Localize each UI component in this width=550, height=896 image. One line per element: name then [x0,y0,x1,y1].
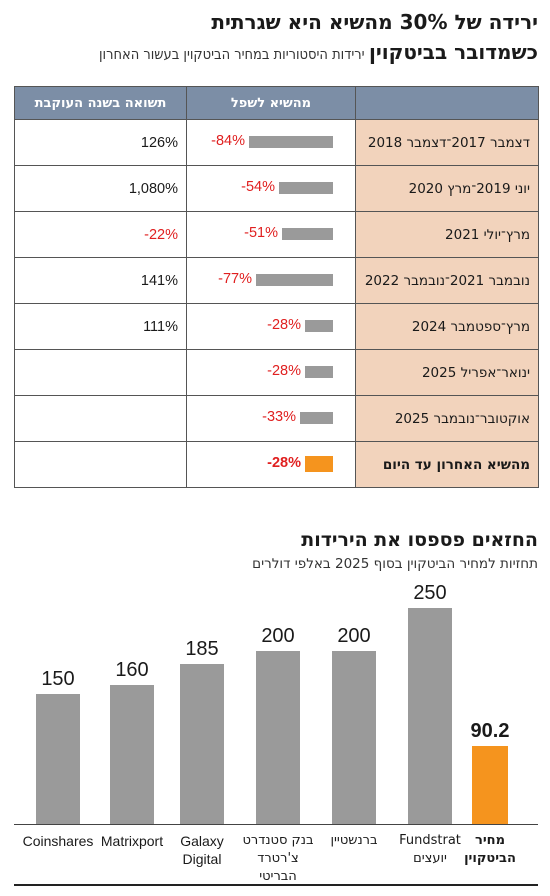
recovery-value: -22% [14,211,187,258]
drawdown-cell: -33% [186,395,356,442]
forecast-category-label: Matrixport [100,833,164,849]
forecast-value-label: 150 [41,668,75,691]
period-label: מהשיא האחרון עד היום [355,441,539,488]
forecast-bar [180,663,224,824]
forecast-value-label: 160 [115,659,149,682]
recovery-value: 111% [14,303,187,350]
period-label: אוקטובר־נובמבר 2025 [355,395,539,442]
drawdown-bar [300,412,333,424]
bottom-rule [14,884,538,886]
recovery-value: 1,080% [14,165,187,212]
drawdown-label: -51% [244,225,278,241]
period-label: נובמבר 2021־נובמבר 2022 [355,257,539,304]
recovery-value: 141% [14,257,187,304]
table-row: 111% -28% מרץ־ספטמבר 2024 [14,303,539,350]
forecast-bar [256,650,300,824]
table-row: 1,080% -54% יוני 2019־מרץ 2020 [14,165,539,212]
period-label: דצמבר 2017־דצמבר 2018 [355,119,539,166]
drawdown-cell: -28% [186,303,356,350]
forecast-value-label: 200 [337,624,371,647]
drawdown-cell: -84% [186,119,356,166]
forecast-bar [110,685,154,824]
forecast-value-label: 90.2 [470,719,510,742]
forecast-bar [408,607,452,824]
drawdown-cell: -28% [186,349,356,396]
forecast-subtitle: תחזיות למחיר הביטקוין בסוף 2025 באלפי דו… [252,556,538,572]
col-header-recovery: תשואה בשנה העוקבת [14,86,187,120]
drawdown-label: -33% [262,409,296,425]
drawdown-cell: -54% [186,165,356,212]
recovery-value: 126% [14,119,187,166]
drawdown-cell: -28% [186,441,356,488]
drawdown-cell: -51% [186,211,356,258]
drawdown-cell: -77% [186,257,356,304]
page-title: ירידה של 30% מהשיא היא שגרתית [211,10,538,34]
drawdown-bar [249,136,333,148]
recovery-value [14,349,187,396]
forecast-value-label: 185 [185,637,219,660]
forecast-category-label: מחיר הביטקוין [464,833,516,866]
forecast-category-label: Galaxy Digital [180,833,224,867]
forecast-title: החזאים פספסו את הירידות [301,529,538,551]
table-row: 126% -84% דצמבר 2017־דצמבר 2018 [14,119,539,166]
forecast-bar [332,650,376,824]
drawdown-label: -28% [267,455,301,471]
forecast-category-label: ברנשטיין [330,833,378,848]
table-row: 141% -77% נובמבר 2021־נובמבר 2022 [14,257,539,304]
forecast-bar [36,694,80,824]
subtitle-normal: ירידות היסטוריות במחיר הביטקוין בעשור הא… [99,47,365,63]
recovery-value [14,441,187,488]
table-header-row: תשואה בשנה העוקבת מהשיא לשפל [14,86,539,120]
drawdown-bar [305,366,333,378]
table-row: -28% מהשיא האחרון עד היום [14,441,539,488]
x-axis-line [14,824,538,825]
forecast-value-label: 250 [413,581,447,604]
forecast-value-label: 200 [261,624,295,647]
drawdown-table: תשואה בשנה העוקבת מהשיא לשפל 126% -84% דצמ… [14,86,539,488]
drawdown-bar [279,182,333,194]
forecast-bar [472,745,508,824]
forecast-category-label: Coinshares [22,833,94,849]
period-label: מרץ־יולי 2021 [355,211,539,258]
drawdown-bar [305,320,333,332]
drawdown-label: -28% [267,363,301,379]
drawdown-bar [305,456,333,472]
subtitle-bold: כשמדובר בביטקוין [368,40,538,64]
drawdown-bar [256,274,333,286]
period-label: מרץ־ספטמבר 2024 [355,303,539,350]
table-row: -33% אוקטובר־נובמבר 2025 [14,395,539,442]
col-header-period [355,86,539,120]
drawdown-bar [282,228,333,240]
drawdown-label: -84% [211,133,245,149]
table-row: -28% ינואר־אפריל 2025 [14,349,539,396]
period-label: ינואר־אפריל 2025 [355,349,539,396]
forecast-category-label: Fundstrat יועצים [399,833,461,866]
subtitle: כשמדובר בביטקוין ירידות היסטוריות במחיר … [2,40,538,67]
col-header-drawdown: מהשיא לשפל [186,86,356,120]
drawdown-label: -77% [218,271,252,287]
table-row: -22% -51% מרץ־יולי 2021 [14,211,539,258]
period-label: יוני 2019־מרץ 2020 [355,165,539,212]
recovery-value [14,395,187,442]
drawdown-label: -28% [267,317,301,333]
drawdown-label: -54% [241,179,275,195]
forecast-category-label: בנק סטנדרט צ'רטרד הבריטי [242,833,314,884]
